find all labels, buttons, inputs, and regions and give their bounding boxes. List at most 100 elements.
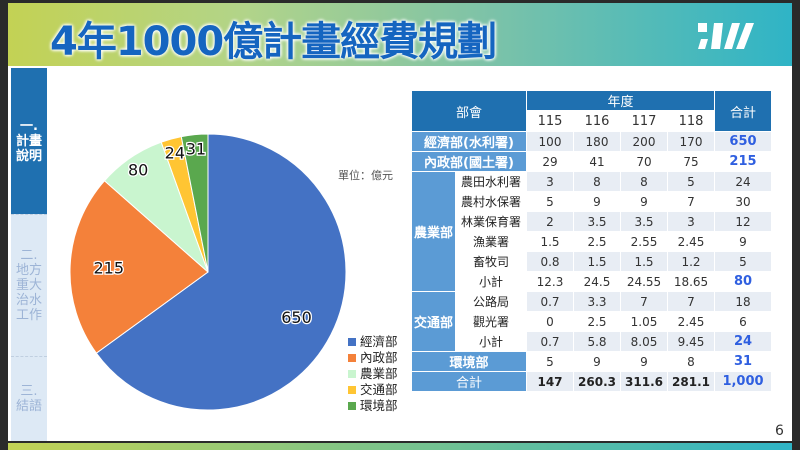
total-cell: 1,000 — [715, 372, 771, 391]
value-cell: 1.5 — [621, 252, 667, 271]
value-cell: 0.7 — [527, 292, 573, 311]
value-cell: 3.5 — [621, 212, 667, 231]
value-cell: 8 — [668, 352, 714, 371]
sub-dept-cell: 林業保育署 — [460, 215, 521, 229]
page-title: 4年1000億計畫經費規劃 — [50, 19, 497, 65]
legend-swatch — [348, 354, 356, 362]
table-row: 小計 12.3 24.5 24.55 18.65 80 — [412, 272, 771, 291]
total-cell: 24 — [715, 172, 771, 191]
legend-swatch — [348, 386, 356, 394]
value-cell: 2.45 — [668, 312, 714, 331]
value-cell: 0 — [527, 312, 573, 331]
sub-dept-cell: 農田水利署 — [460, 175, 521, 189]
value-cell: 1.2 — [668, 252, 714, 271]
legend-label: 農業部 — [360, 366, 398, 381]
table-row: 內政部(國土署) 29 41 70 75 215 — [412, 152, 771, 171]
dept-cell: 內政部(國土署) — [412, 152, 526, 171]
table-row: 小計 0.7 5.8 8.05 9.45 24 — [412, 332, 771, 351]
logo-icon — [698, 23, 754, 49]
value-cell: 0.8 — [527, 252, 573, 271]
value-cell: 2.5 — [574, 232, 620, 251]
header-year: 115 — [527, 111, 573, 131]
table-row: 環境部 5 9 9 8 31 — [412, 352, 771, 371]
header-total: 合計 — [715, 91, 771, 131]
chart-legend: 經濟部 內政部 農業部 交通部 環境部 — [348, 334, 398, 414]
table-row: 農業部 農田水利署 3 8 8 5 24 — [412, 172, 771, 291]
value-cell: 100 — [527, 132, 573, 151]
value-cell: 0.7 — [527, 332, 573, 351]
sidebar-item-2[interactable]: 二. 地方 重大 治水 工作 — [11, 214, 47, 356]
legend-label: 內政部 — [360, 350, 398, 365]
data-label: 650 — [281, 308, 312, 327]
value-cell: 8 — [574, 172, 620, 191]
value-cell: 281.1 — [668, 372, 714, 391]
dept-group-cell: 交通部 — [412, 292, 455, 351]
value-cell: 29 — [527, 152, 573, 171]
value-cell: 1.5 — [527, 232, 573, 251]
pie-chart: 650 215 80 24 31 — [69, 133, 347, 411]
value-cell: 8 — [621, 172, 667, 191]
value-cell: 24.5 — [574, 272, 620, 291]
value-cell: 8.05 — [621, 332, 667, 351]
dept-cell: 環境部 — [412, 352, 526, 371]
value-cell: 3 — [668, 212, 714, 231]
sub-dept-cell: 小計 — [456, 272, 526, 291]
value-cell: 9 — [574, 192, 620, 211]
page-number: 6 — [775, 423, 784, 439]
dept-group-cell: 農業部 — [412, 172, 455, 291]
value-cell: 75 — [668, 152, 714, 171]
data-label: 80 — [128, 160, 148, 179]
sidebar-item-1[interactable]: 一. 計畫 說明 — [11, 68, 47, 214]
data-label: 24 — [165, 143, 185, 162]
unit-label: 單位：億元 — [338, 169, 393, 182]
value-cell: 9 — [621, 192, 667, 211]
value-cell: 2.55 — [621, 232, 667, 251]
dept-cell: 合計 — [412, 372, 526, 391]
pie-slice-環境部 — [180, 133, 209, 273]
value-cell: 147 — [527, 372, 573, 391]
pie-slice-經濟部 — [95, 133, 347, 411]
header-year: 118 — [668, 111, 714, 131]
value-cell: 200 — [621, 132, 667, 151]
bottom-strip — [8, 443, 792, 450]
value-cell: 170 — [668, 132, 714, 151]
legend-item: 經濟部 — [348, 334, 398, 350]
value-cell: 7 — [668, 192, 714, 211]
value-cell: 5 — [668, 172, 714, 191]
legend-swatch — [348, 338, 356, 346]
legend-item: 農業部 — [348, 366, 398, 382]
value-cell: 2.5 — [574, 312, 620, 331]
value-cell: 70 — [621, 152, 667, 171]
sub-dept-cell: 畜牧司 — [472, 255, 509, 269]
table-row: 觀光署 0 2.5 1.05 2.45 6 — [412, 312, 771, 331]
header-year-group: 年度 — [527, 91, 714, 110]
table-row: 林業保育署 2 3.5 3.5 3 12 — [412, 212, 771, 231]
value-cell: 9 — [621, 352, 667, 371]
pie-slice-內政部 — [69, 180, 209, 354]
value-cell: 5 — [527, 352, 573, 371]
value-cell: 2 — [527, 212, 573, 231]
value-cell: 2.45 — [668, 232, 714, 251]
budget-table: 部會 年度 合計 115 116 117 118 經濟部(水利署) 100 180 200 170 65… — [411, 90, 772, 392]
value-cell: 7 — [621, 292, 667, 311]
value-cell: 9.45 — [668, 332, 714, 351]
sub-dept-cell: 觀光署 — [456, 312, 526, 331]
data-label: 31 — [186, 139, 206, 158]
value-cell: 1.5 — [574, 252, 620, 271]
legend-item: 內政部 — [348, 350, 398, 366]
table-row: 漁業署 1.5 2.5 2.55 2.45 9 — [412, 232, 771, 251]
value-cell: 1.05 — [621, 312, 667, 331]
dept-cell: 經濟部(水利署) — [412, 132, 526, 151]
sidebar-item-3[interactable]: 三. 結語 — [11, 356, 47, 441]
total-cell: 30 — [715, 192, 771, 211]
table-row: 經濟部(水利署) 100 180 200 170 650 — [412, 132, 771, 151]
legend-label: 交通部 — [360, 382, 398, 397]
value-cell: 7 — [668, 292, 714, 311]
value-cell: 3.5 — [574, 212, 620, 231]
total-cell: 215 — [715, 152, 771, 171]
table-row: 合計 147 260.3 311.6 281.1 1,000 — [412, 372, 771, 391]
sidebar: 一. 計畫 說明 二. 地方 重大 治水 工作 三. 結語 — [11, 68, 47, 441]
value-cell: 18.65 — [668, 272, 714, 291]
legend-label: 環境部 — [360, 398, 398, 413]
total-cell: 18 — [715, 292, 771, 311]
